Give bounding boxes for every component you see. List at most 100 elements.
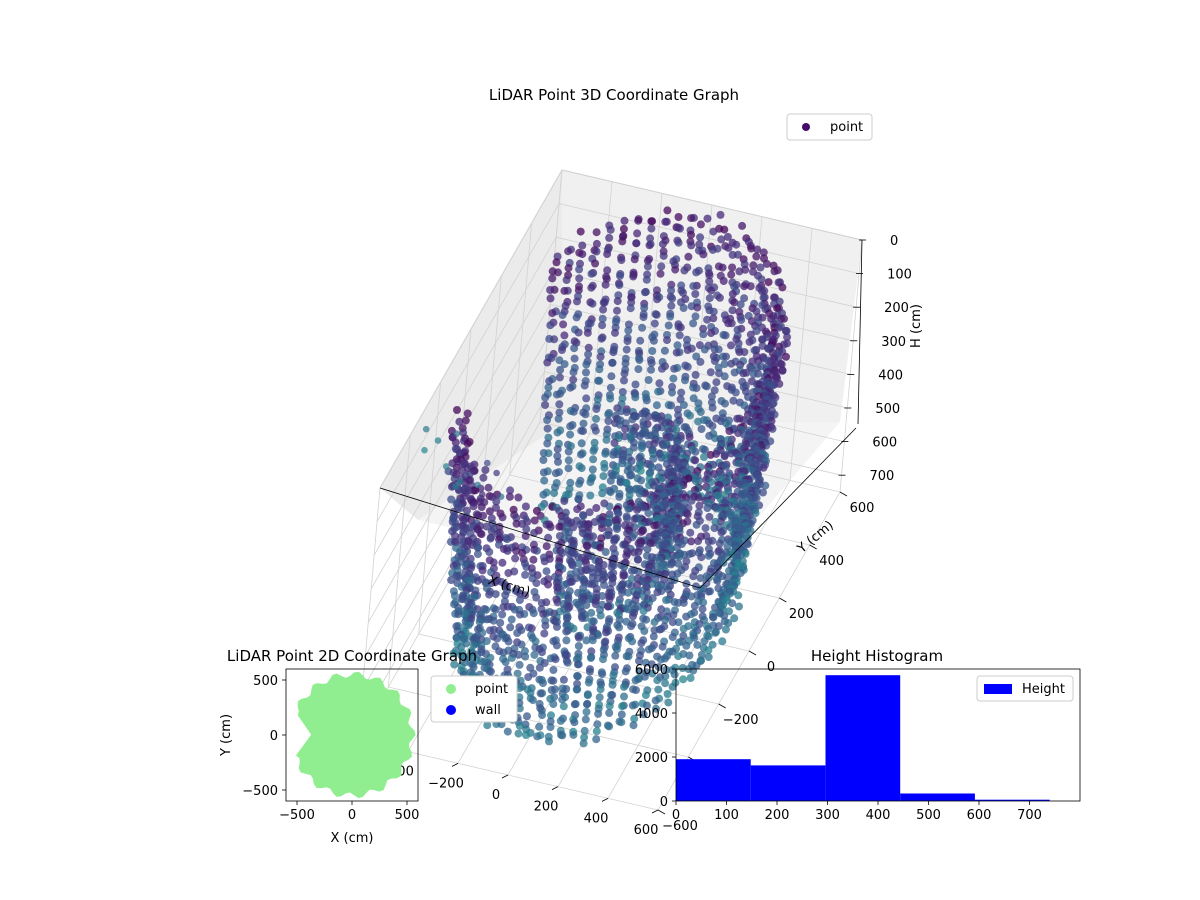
data-point xyxy=(728,290,737,298)
outlier-point xyxy=(422,425,430,433)
data-point xyxy=(710,357,719,365)
data-point xyxy=(552,641,561,650)
data-point xyxy=(626,471,635,480)
data-point xyxy=(649,336,658,345)
outlier-point xyxy=(434,437,442,444)
data-point xyxy=(483,721,492,730)
data-point xyxy=(659,441,668,450)
data-point xyxy=(761,481,770,490)
data-point xyxy=(608,358,617,367)
data-point xyxy=(485,548,494,556)
data-point xyxy=(548,309,557,318)
data-point xyxy=(677,388,686,397)
data-point xyxy=(752,494,761,503)
data-point xyxy=(647,660,656,669)
data-point xyxy=(647,217,656,226)
z-tick-label: 400 xyxy=(878,368,903,383)
data-point xyxy=(774,323,783,332)
data-point xyxy=(514,729,523,738)
data-point xyxy=(620,376,628,385)
data-point xyxy=(715,539,724,548)
left-grid-h xyxy=(376,203,560,522)
histogram-bar xyxy=(676,759,751,801)
legend-swatch-height xyxy=(984,684,1012,694)
data-point xyxy=(546,523,555,531)
data-point xyxy=(545,377,554,386)
data-point xyxy=(735,267,744,276)
data-point xyxy=(522,731,530,739)
data-point xyxy=(720,372,729,381)
data-point xyxy=(782,352,790,361)
data-point xyxy=(485,590,494,599)
data-point xyxy=(556,365,565,374)
data-point xyxy=(709,613,718,622)
data-point xyxy=(706,450,715,459)
data-point xyxy=(592,239,601,248)
data-point xyxy=(551,483,559,492)
data-point xyxy=(689,282,698,291)
data-point xyxy=(621,359,630,368)
data-point xyxy=(687,230,695,239)
data-point xyxy=(546,294,555,303)
data-point xyxy=(686,674,695,682)
data-point xyxy=(582,368,590,377)
data-point xyxy=(503,727,512,736)
data-point xyxy=(632,686,640,695)
data-point xyxy=(674,618,683,627)
data-point xyxy=(752,327,761,335)
data-point xyxy=(632,239,641,248)
data-point xyxy=(617,256,626,265)
data-point xyxy=(504,569,513,577)
outlier-point xyxy=(457,478,464,485)
data-point xyxy=(645,469,654,478)
data-point xyxy=(604,519,613,527)
data-point xyxy=(749,370,758,379)
data-point xyxy=(687,496,696,505)
data-point xyxy=(696,357,705,366)
legend-marker-point xyxy=(802,123,810,131)
data-point xyxy=(608,578,617,587)
data-point xyxy=(631,393,640,402)
data-point xyxy=(625,447,634,456)
data-point xyxy=(601,280,610,289)
data-point xyxy=(491,590,500,599)
y-tick-label: 400 xyxy=(819,554,844,569)
data-point xyxy=(539,456,548,464)
data-point xyxy=(582,394,591,403)
data-point xyxy=(746,282,755,291)
data-point xyxy=(587,608,596,617)
data-point xyxy=(569,407,578,416)
data-point xyxy=(759,248,768,257)
data-point xyxy=(563,658,572,667)
data-point xyxy=(521,591,530,600)
data-point xyxy=(668,388,676,397)
data-point xyxy=(506,486,515,495)
data-point xyxy=(498,610,507,619)
data-point xyxy=(683,362,692,371)
outlier-point xyxy=(479,491,486,498)
data-point xyxy=(738,221,747,230)
data-point xyxy=(581,715,590,724)
data-point xyxy=(583,328,592,337)
data-point xyxy=(493,634,502,643)
left-grid-h xyxy=(364,337,548,657)
hist-y-tick-label: 6000 xyxy=(635,663,668,678)
outlier-point xyxy=(452,483,460,490)
chart3d-points xyxy=(421,206,792,748)
data-point xyxy=(498,513,507,522)
data-point xyxy=(629,272,638,281)
data-point xyxy=(541,393,550,402)
data-point xyxy=(532,579,541,588)
data-point xyxy=(580,733,589,742)
data-point xyxy=(686,528,695,537)
data-point xyxy=(586,491,595,500)
outlier-point xyxy=(421,446,428,454)
data-point xyxy=(609,450,618,459)
data-point xyxy=(592,504,601,512)
data-point xyxy=(707,329,716,338)
data-point xyxy=(618,388,627,396)
data-point xyxy=(749,261,758,270)
data-point xyxy=(628,701,637,710)
hist-x-tick-label: 400 xyxy=(866,808,891,823)
data-point xyxy=(707,478,715,486)
